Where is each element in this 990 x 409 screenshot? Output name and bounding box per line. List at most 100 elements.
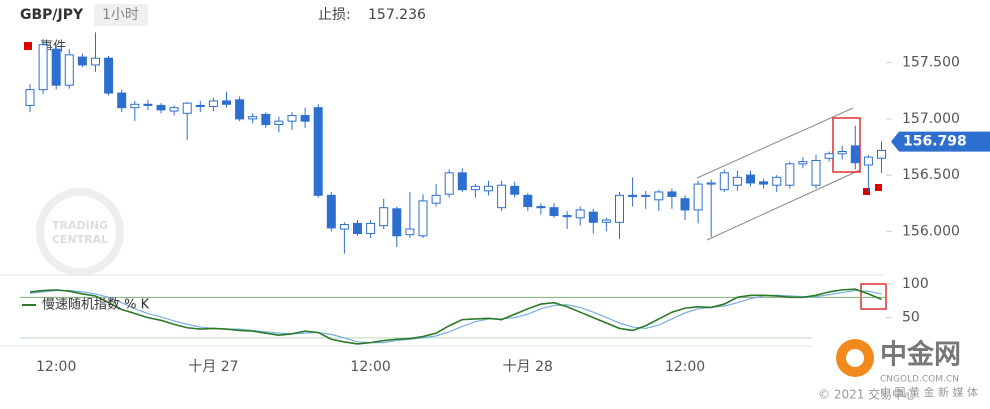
indicator-tick-label: 50 xyxy=(902,310,920,326)
symbol: GBP/JPY xyxy=(20,7,84,23)
candle-body xyxy=(366,222,376,235)
candle-body xyxy=(850,145,860,164)
candle-body xyxy=(25,89,35,106)
logo-icon xyxy=(846,349,864,367)
candle-body xyxy=(51,48,61,86)
logo-domain: CNGOLD.COM.CN xyxy=(880,375,959,385)
candle-body xyxy=(444,172,454,195)
candle-body xyxy=(274,120,284,126)
candle-body xyxy=(706,182,716,185)
candle-body xyxy=(379,207,389,227)
candle-body xyxy=(484,185,493,192)
legend-label: 慢速随机指数 % K xyxy=(42,297,150,313)
candle-body xyxy=(811,159,821,186)
candle-body xyxy=(680,198,690,211)
candle-body xyxy=(248,116,258,120)
indicator-line xyxy=(29,289,882,344)
highlight-box xyxy=(832,117,861,173)
watermark-ring xyxy=(36,188,124,276)
candle-body xyxy=(91,57,100,66)
last-price-tag xyxy=(891,131,990,152)
logo-slogan: 中 国 黄 金 新 媒 体 xyxy=(880,385,978,399)
candle-body xyxy=(798,161,808,165)
highlight-box xyxy=(860,283,887,310)
watermark: TRADING xyxy=(52,219,108,232)
channel-line xyxy=(696,107,854,179)
stop-loss-value: 157.236 xyxy=(368,7,426,23)
candle-body xyxy=(772,176,782,186)
candle-body xyxy=(863,156,873,166)
candle-body xyxy=(470,185,480,191)
timeframe-box[interactable] xyxy=(94,4,148,26)
candle-body xyxy=(287,115,297,122)
timeframe[interactable]: 1小时 xyxy=(102,7,139,23)
candle-body xyxy=(719,172,729,191)
candle-body xyxy=(182,102,192,114)
event-marker[interactable] xyxy=(875,184,882,191)
stop-loss-label: 止损: xyxy=(318,7,351,23)
y-tick-label: 157.500 xyxy=(902,55,960,71)
x-tick-label: 12:00 xyxy=(665,359,705,375)
candle-body xyxy=(405,228,415,236)
candle-body xyxy=(169,107,179,112)
candle-body xyxy=(837,150,847,155)
candle-body xyxy=(313,107,323,196)
x-tick-label: 十月 28 xyxy=(503,359,553,375)
copyright: © 2021 交易中心 xyxy=(818,387,916,402)
candle-body xyxy=(235,99,245,120)
candle-body xyxy=(143,103,153,106)
candle-body xyxy=(615,194,624,223)
indicator-line xyxy=(29,288,882,345)
logo: 中金网 CNGOLD.COM.CN 中 国 黄 金 新 媒 体 © 2021 交… xyxy=(812,336,990,409)
watermark: CENTRAL xyxy=(52,233,108,246)
y-tick-label: 156.500 xyxy=(902,167,960,183)
candle-body xyxy=(562,215,572,218)
candle-body xyxy=(497,184,507,209)
candle-body xyxy=(549,207,559,217)
candle-body xyxy=(759,181,769,185)
y-tick-label: 157.000 xyxy=(902,111,960,127)
candle-body xyxy=(785,163,795,186)
logo-name: 中金网 xyxy=(880,339,961,371)
candle-body xyxy=(261,113,271,126)
candle-body xyxy=(536,206,546,209)
x-tick-label: 12:00 xyxy=(36,359,76,375)
event-marker[interactable] xyxy=(863,188,870,195)
candle-body xyxy=(392,208,402,237)
candle-body xyxy=(38,44,48,91)
channel-line xyxy=(706,169,861,241)
candle-body xyxy=(510,185,520,195)
event-icon xyxy=(24,42,32,50)
candle-body xyxy=(824,153,834,159)
candle-body xyxy=(104,57,114,94)
candle-body xyxy=(641,194,651,197)
candle-body xyxy=(208,100,218,108)
candle-body xyxy=(575,209,585,219)
last-price-label: 156.798 xyxy=(903,134,967,150)
candle-body xyxy=(300,115,310,122)
x-tick-label: 十月 27 xyxy=(188,359,238,375)
candle-body xyxy=(195,104,205,108)
candle-body xyxy=(732,176,742,186)
candle-body xyxy=(693,183,703,211)
candle-body xyxy=(418,200,428,237)
candle-body xyxy=(628,194,638,197)
candle-body xyxy=(431,194,441,204)
candle-body xyxy=(156,104,166,111)
candle-body xyxy=(77,56,87,66)
candle-body xyxy=(667,191,677,197)
candle-body xyxy=(339,224,349,230)
candle-body xyxy=(654,191,664,201)
candle-body xyxy=(746,174,755,184)
candle-body xyxy=(601,219,611,223)
candle-body xyxy=(588,211,598,223)
candle-body xyxy=(64,54,74,86)
candle-body xyxy=(326,194,336,229)
candle-body xyxy=(353,222,362,235)
indicator-tick-label: 100 xyxy=(902,276,929,292)
candle-body xyxy=(222,100,231,105)
candle-body xyxy=(523,194,533,208)
candle-body xyxy=(130,103,140,109)
candle-body xyxy=(877,149,886,159)
